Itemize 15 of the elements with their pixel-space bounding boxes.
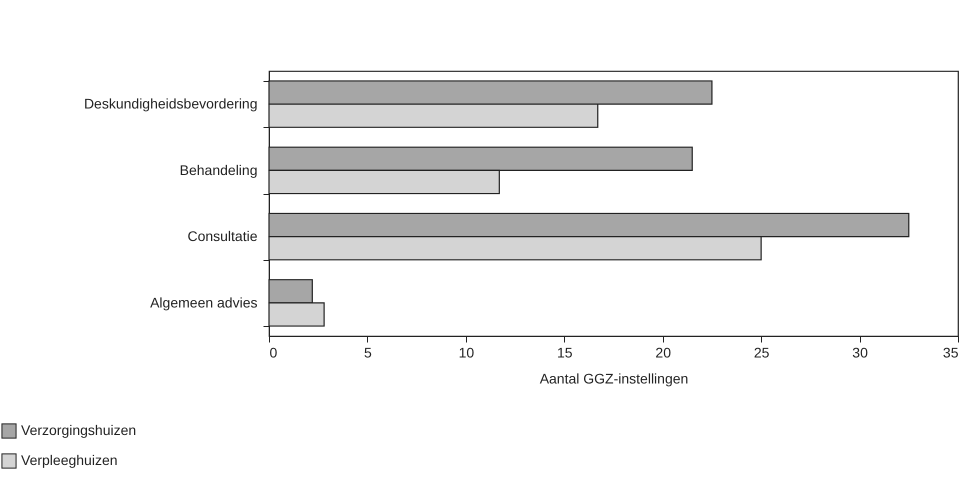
x-tick-label: 30 bbox=[852, 344, 868, 360]
x-axis-title: Aantal GGZ-instellingen bbox=[540, 370, 688, 386]
x-tick-label: 20 bbox=[655, 344, 672, 360]
y-tick-label: Algemeen advies bbox=[150, 294, 258, 310]
y-tick-label: Deskundigheidsbevordering bbox=[84, 96, 258, 112]
x-tick-label: 10 bbox=[458, 344, 474, 360]
x-tick-label: 5 bbox=[364, 344, 372, 360]
x-tick-label: 0 bbox=[270, 344, 278, 360]
legend-label: Verzorgingshuizen bbox=[21, 422, 136, 438]
legend-label: Verpleeghuizen bbox=[21, 452, 118, 468]
y-tick-label: Consultatie bbox=[187, 228, 258, 244]
x-tick-label: 25 bbox=[754, 344, 770, 360]
x-tick-label: 15 bbox=[556, 344, 573, 360]
y-tick-label: Behandeling bbox=[180, 162, 258, 178]
x-tick-label: 35 bbox=[942, 344, 959, 360]
